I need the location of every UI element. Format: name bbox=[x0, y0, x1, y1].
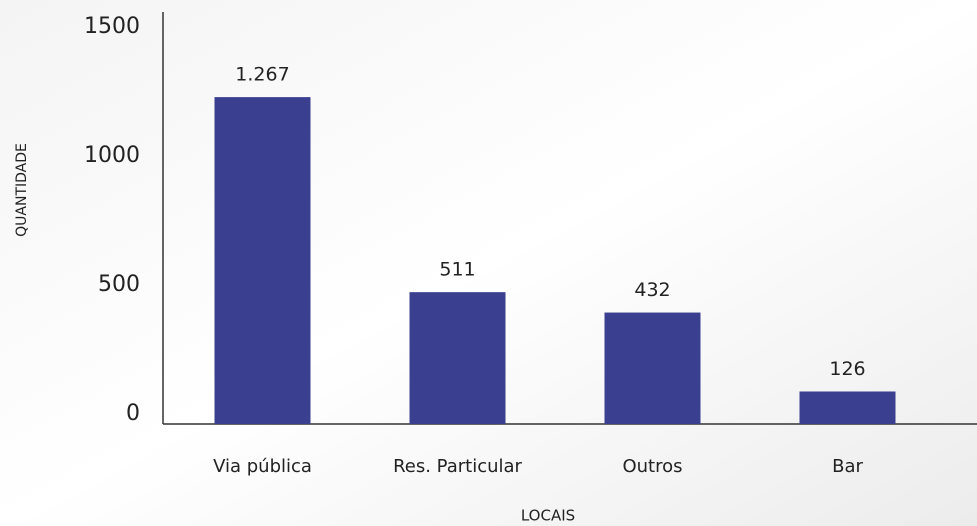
y-tick-label: 1000 bbox=[84, 143, 140, 168]
x-tick-label: Outros bbox=[622, 456, 682, 477]
bar bbox=[214, 97, 311, 424]
x-tick-label: Via pública bbox=[213, 456, 312, 477]
data-label: 1.267 bbox=[235, 64, 289, 86]
y-axis-label: QUANTIDADE bbox=[14, 143, 30, 237]
bar bbox=[604, 312, 701, 424]
data-label: 432 bbox=[634, 279, 670, 301]
x-axis-label: LOCAIS bbox=[521, 507, 575, 525]
y-tick-label: 0 bbox=[126, 401, 140, 426]
y-tick-label: 1500 bbox=[84, 14, 140, 39]
bar bbox=[409, 292, 506, 424]
data-label: 126 bbox=[829, 358, 865, 380]
y-tick-label: 500 bbox=[98, 272, 140, 297]
x-tick-label: Res. Particular bbox=[393, 456, 522, 477]
bar bbox=[799, 391, 896, 424]
data-label: 511 bbox=[439, 259, 475, 281]
x-tick-label: Bar bbox=[832, 456, 863, 477]
